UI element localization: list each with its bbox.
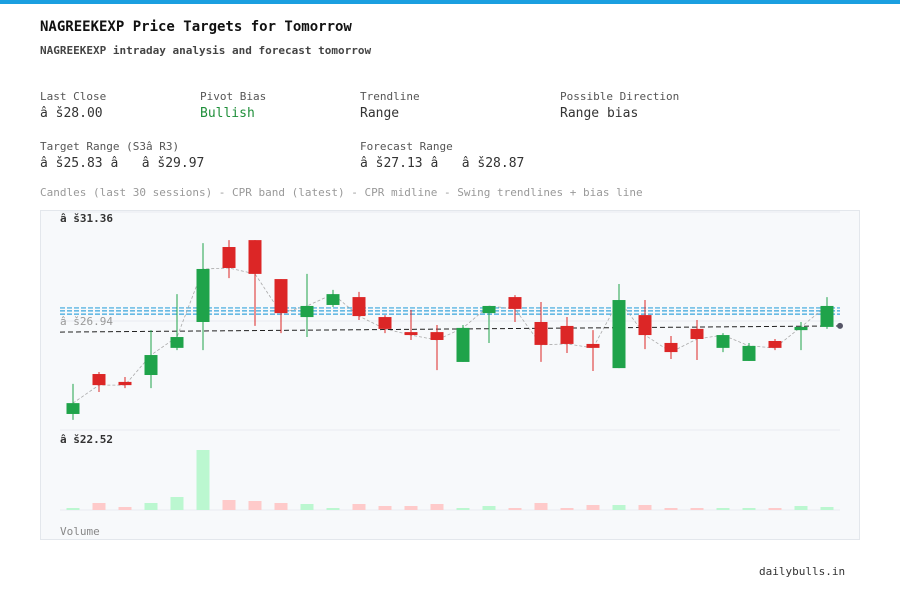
candle-body — [716, 335, 730, 348]
volume-bar — [326, 508, 340, 510]
stat-value: â š25.83 â â š29.97 — [40, 156, 205, 171]
chart: â š31.36 â š26.94 â š22.52 Volume — [59, 211, 843, 538]
candle-body — [66, 403, 80, 414]
candle-body — [612, 300, 626, 369]
chart-caption: Candles (last 30 sessions) - CPR band (l… — [40, 186, 643, 199]
volume-bar — [820, 507, 834, 510]
candle-body — [690, 328, 704, 340]
volume-bar — [664, 508, 678, 510]
stat-label: Possible Direction — [560, 90, 680, 103]
y-tick-label: â š22.52 — [60, 433, 113, 446]
stat-label: Pivot Bias — [200, 90, 267, 103]
stat-label: Trendline — [360, 90, 420, 103]
volume-bar — [92, 503, 106, 510]
footer: dailybulls.in — [759, 565, 846, 578]
volume-label: Volume — [60, 525, 100, 538]
volume-bar — [612, 505, 626, 510]
swing-line — [72, 267, 828, 404]
candle-body — [404, 332, 418, 336]
volume-bar — [66, 508, 80, 510]
volume-bar — [378, 506, 392, 510]
candle-body — [118, 381, 132, 386]
candle-body — [794, 326, 808, 331]
candle-body — [534, 321, 548, 345]
volume-bar — [690, 508, 704, 510]
candle-body — [326, 294, 340, 305]
stat: Last Close â š28.00 — [40, 90, 106, 121]
candle-body — [820, 305, 834, 327]
candle-body — [222, 247, 236, 268]
stat: Possible Direction Range bias — [560, 90, 679, 121]
volume-bar — [508, 508, 522, 510]
candle-body — [586, 343, 600, 348]
volume-bar — [222, 500, 236, 510]
y-tick-label: â š26.94 — [60, 315, 113, 328]
candle-body — [560, 325, 574, 344]
candle-body — [378, 317, 392, 329]
candle-body — [456, 327, 470, 362]
volume-bar — [248, 501, 262, 510]
stat: Pivot Bias Bullish — [200, 90, 266, 121]
candle-body — [768, 340, 782, 348]
candle-body — [196, 268, 210, 322]
volume-bar — [456, 508, 470, 510]
volume-bar — [274, 503, 288, 510]
stat-label: Last Close — [40, 90, 107, 103]
volume-bar — [560, 508, 574, 510]
candle-body — [274, 279, 288, 314]
volume-bar — [170, 497, 184, 510]
top-bar — [0, 0, 900, 4]
page-subtitle: NAGREEKEXP intraday analysis and forecas… — [40, 44, 372, 57]
volume-bar — [794, 506, 808, 510]
stat-value: Range bias — [560, 106, 639, 121]
volume-bar — [768, 508, 782, 510]
volume-bar — [586, 505, 600, 510]
y-tick-label: â š31.36 — [60, 212, 113, 225]
candle-body — [170, 337, 184, 348]
stat-value: Bullish — [200, 106, 255, 121]
candle-body — [144, 355, 158, 376]
candle-body — [508, 297, 522, 309]
volume-bar — [742, 508, 756, 510]
bias-end-dot — [837, 322, 843, 329]
candle-body — [430, 332, 444, 340]
candle-body — [248, 240, 262, 274]
stat: Trendline Range — [360, 90, 420, 121]
volume-bar — [118, 507, 132, 510]
stat: Forecast Range â š27.13 â â š28.87 — [360, 140, 524, 171]
stat: Target Range (S3â R3) â š25.83 â â š29.9… — [40, 140, 204, 171]
volume-bar — [716, 508, 730, 510]
chart-container: â š31.36 â š26.94 â š22.52 Volume — [40, 210, 860, 540]
volume-bar — [196, 450, 210, 510]
volume-bar — [352, 504, 366, 510]
stat-value: â š27.13 â â š28.87 — [360, 156, 525, 171]
bias-line — [59, 325, 841, 333]
candle-body — [482, 305, 496, 314]
candle-body — [664, 342, 678, 353]
candle-body — [92, 374, 106, 386]
candle-body — [352, 297, 366, 317]
candle-body — [300, 305, 314, 318]
stat-label: Forecast Range — [360, 140, 453, 153]
stat-value: Range — [360, 106, 400, 121]
candle-body — [638, 315, 652, 336]
volume-bar — [638, 505, 652, 510]
volume-bar — [404, 506, 418, 510]
page-title: NAGREEKEXP Price Targets for Tomorrow — [40, 19, 352, 35]
volume-bar — [534, 503, 548, 510]
candle-body — [742, 345, 756, 361]
volume-bar — [430, 504, 444, 510]
volume-bar — [482, 506, 496, 510]
volume-bar — [300, 504, 314, 510]
stat-label: Target Range (S3â R3) — [40, 140, 180, 153]
stat-value: â š28.00 — [40, 106, 103, 121]
volume-bar — [144, 503, 158, 510]
